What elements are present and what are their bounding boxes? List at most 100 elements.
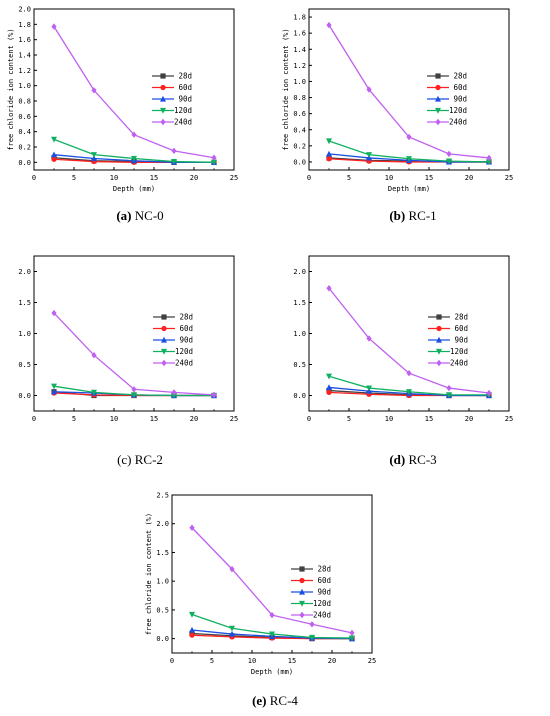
data-point-120d [446,392,452,399]
caption-tag: (c) [117,452,132,467]
y-tick-label: 0.5 [156,606,169,614]
data-point-240d [91,87,97,94]
y-tick-label: 0.0 [293,392,306,400]
legend-label-60d: 60d [179,324,193,333]
legend-label-240d: 240d [450,359,468,368]
y-tick-label: 1.6 [293,30,306,38]
data-point-120d [51,136,57,143]
legend-label-60d: 60d [453,83,467,92]
data-point-120d [189,611,195,618]
legend-marker-90d [160,95,166,102]
caption-rc-3: (d) RC-3 [313,452,513,468]
legend-label-90d: 90d [454,336,468,345]
x-tick-label: 25 [505,174,513,182]
caption-name: RC-4 [269,693,298,708]
y-tick-label: 0.2 [293,142,306,150]
data-point-90d [51,151,57,158]
y-tick-label: 0.2 [18,144,31,152]
legend-label-90d: 90d [179,336,193,345]
x-tick-label: 10 [385,415,393,423]
x-tick-label: 10 [110,174,118,182]
legend-marker-90d [435,95,441,102]
legend-label-240d: 240d [313,611,331,620]
data-point-120d [406,156,412,162]
y-tick-label: 2.0 [18,268,31,276]
data-point-120d [211,159,217,166]
caption-rc-1: (b) RC-1 [313,208,513,224]
legend-marker-28d [160,73,166,79]
x-tick-label: 5 [347,415,351,423]
legend-label-240d: 240d [175,359,193,368]
data-point-90d [91,155,97,162]
legend-marker-90d [161,336,167,343]
y-axis-label: free chloride ion content (%) [145,513,153,635]
data-point-240d [486,389,492,397]
data-point-120d [366,152,372,158]
y-tick-label: 0.0 [156,635,169,643]
data-point-120d [91,389,97,396]
legend-label-28d: 28d [317,565,331,574]
data-point-240d [486,154,492,162]
chart-panel-nc-0: 0 5 10 15 20 25 0.0 0.2 0.4 0.6 0.8 1.0 1.2 1.4 1.6 1.8… [0,0,275,235]
y-tick-label: 1.0 [18,82,31,90]
legend-label-120d: 120d [175,347,193,356]
data-point-240d [51,23,57,30]
y-tick-label: 0.4 [293,126,306,134]
data-point-240d [171,389,177,396]
data-point-120d [326,138,332,145]
x-tick-label: 15 [150,415,158,423]
legend-label-120d: 120d [313,599,331,608]
x-tick-label: 20 [190,415,198,423]
legend-label-28d: 28d [453,72,467,81]
data-point-240d [211,154,217,161]
x-tick-label: 25 [368,657,376,665]
y-tick-label: 0.0 [18,392,31,400]
caption-tag: (e) [252,693,267,708]
legend-marker-240d [435,118,441,126]
data-point-120d [171,158,177,165]
y-axis-label: free chloride ion content (%) [282,28,290,150]
x-tick-label: 5 [72,415,76,423]
x-tick-label: 5 [72,174,76,182]
legend-marker-120d [436,348,442,355]
legend-label-28d: 28d [454,313,468,322]
data-point-240d [446,384,452,392]
x-tick-label: 20 [190,174,198,182]
data-point-120d [446,158,452,165]
x-tick-label: 15 [425,174,433,182]
legend-marker-60d [160,84,166,91]
data-point-240d [326,21,332,29]
data-point-120d [91,152,97,158]
x-tick-label: 0 [307,174,311,182]
data-point-60d [189,632,195,638]
data-point-60d [326,156,332,162]
data-point-120d [229,625,235,632]
x-tick-label: 15 [288,657,296,665]
x-tick-label: 10 [248,657,256,665]
legend: 28d 60d 90d 120d 240d [152,72,192,127]
legend-label-90d: 90d [178,95,192,104]
series-line-240d [53,26,215,159]
caption-name: RC-1 [408,208,437,223]
data-point-240d [309,621,315,628]
legend-marker-120d [435,107,441,114]
x-tick-label: 25 [230,174,238,182]
legend: 28d 60d 90d 120d 240d [291,565,331,620]
data-point-240d [406,369,412,377]
caption-tag: (a) [116,208,132,223]
chart-panel-rc-3: 0 5 10 15 20 25 0.0 0.5 1.0 1.5 2.0 28d 60d 90d 120d 24… [275,245,550,475]
data-point-90d [326,384,332,391]
legend-label-28d: 28d [179,313,193,322]
legend-marker-240d [299,611,305,619]
data-point-240d [91,352,97,359]
legend-marker-90d [299,588,305,595]
data-point-90d [51,388,57,395]
y-tick-label: 1.4 [293,46,306,54]
legend-marker-60d [299,577,305,584]
x-tick-label: 15 [150,174,158,182]
legend-marker-60d [435,84,441,91]
data-point-240d [446,150,452,158]
y-tick-label: 1.8 [293,14,306,22]
data-point-240d [326,285,332,292]
legend: 28d 60d 90d 120d 240d [153,313,193,368]
